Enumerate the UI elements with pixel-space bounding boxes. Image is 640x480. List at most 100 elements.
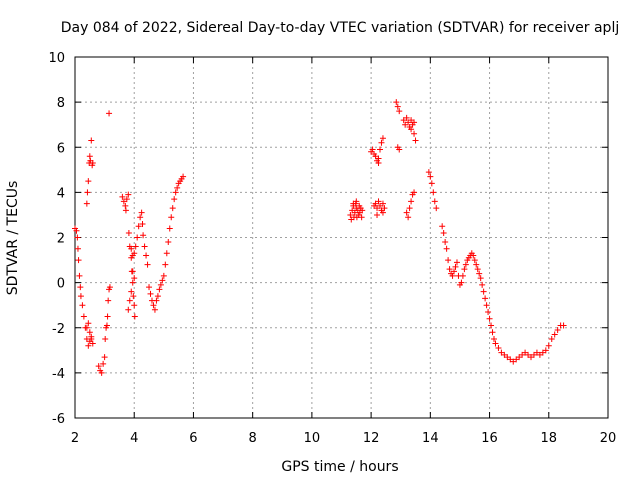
data-point xyxy=(140,232,147,239)
data-point xyxy=(171,196,178,203)
data-point xyxy=(379,135,386,142)
data-point xyxy=(122,202,129,209)
data-point xyxy=(163,250,170,257)
data-point xyxy=(393,99,400,106)
data-point xyxy=(88,333,95,340)
y-tick-label: -2 xyxy=(52,322,65,337)
data-point xyxy=(411,130,418,137)
data-point xyxy=(77,293,84,300)
y-tick-label: 4 xyxy=(57,186,65,201)
data-point xyxy=(119,193,126,200)
data-point xyxy=(403,114,410,121)
data-point xyxy=(433,205,440,212)
data-point xyxy=(89,160,96,167)
data-point xyxy=(449,272,456,279)
x-tick-label: 14 xyxy=(422,431,439,446)
data-point xyxy=(83,200,90,207)
data-point xyxy=(495,345,502,352)
data-point xyxy=(376,146,383,153)
data-point xyxy=(412,137,419,144)
data-point xyxy=(485,308,492,315)
data-point xyxy=(379,209,386,216)
data-point xyxy=(451,268,458,275)
data-point xyxy=(125,191,132,198)
data-point xyxy=(95,363,102,370)
data-point xyxy=(88,137,95,144)
data-point xyxy=(106,110,113,117)
data-point xyxy=(154,293,161,300)
data-point xyxy=(406,205,413,212)
data-point xyxy=(137,214,144,221)
data-point xyxy=(86,153,93,160)
data-point xyxy=(103,322,110,329)
data-point xyxy=(471,257,478,264)
data-point xyxy=(408,126,415,133)
data-point xyxy=(486,315,493,322)
data-point xyxy=(101,354,108,361)
data-point xyxy=(80,313,87,320)
data-point xyxy=(411,189,418,196)
data-point xyxy=(375,160,382,167)
data-point xyxy=(379,200,386,207)
data-point xyxy=(476,270,483,277)
data-point xyxy=(141,243,148,250)
data-point xyxy=(123,196,130,203)
data-point xyxy=(374,211,381,218)
data-point xyxy=(172,189,179,196)
data-point xyxy=(106,284,113,291)
data-point xyxy=(425,169,432,176)
data-point xyxy=(488,322,495,329)
data-point xyxy=(458,279,465,286)
data-point xyxy=(131,302,138,309)
data-point xyxy=(180,173,187,180)
data-point xyxy=(159,277,166,284)
data-point xyxy=(350,200,357,207)
data-point xyxy=(440,229,447,236)
data-point xyxy=(174,184,181,191)
data-point xyxy=(134,234,141,241)
data-point xyxy=(394,103,401,110)
data-point xyxy=(138,209,145,216)
data-point xyxy=(131,313,138,320)
data-point xyxy=(130,293,137,300)
data-point xyxy=(443,245,450,252)
data-point xyxy=(411,119,418,126)
data-point xyxy=(492,340,499,347)
data-point xyxy=(462,261,469,268)
y-tick-label: -4 xyxy=(52,367,65,382)
data-point xyxy=(381,205,388,212)
axis-ticks: 2 4 6 8 10 12 14 16 18 20 -6 -4 -2 0 2 4 6 8 10 xyxy=(48,51,616,446)
grid xyxy=(75,57,608,418)
data-point xyxy=(132,243,139,250)
data-point xyxy=(473,261,480,268)
data-point xyxy=(452,263,459,270)
data-point xyxy=(125,229,132,236)
data-point xyxy=(474,266,481,273)
data-point xyxy=(160,272,167,279)
data-point xyxy=(453,259,460,266)
data-point xyxy=(430,189,437,196)
data-point xyxy=(551,331,558,338)
data-point xyxy=(157,281,164,288)
data-point xyxy=(369,146,376,153)
data-point xyxy=(104,313,111,320)
data-point xyxy=(156,286,163,293)
x-tick-label: 2 xyxy=(71,431,79,446)
y-tick-label: 10 xyxy=(48,51,65,66)
data-point xyxy=(147,290,154,297)
data-point xyxy=(165,239,172,246)
data-point xyxy=(128,245,135,252)
data-point xyxy=(483,302,490,309)
data-point xyxy=(85,320,92,327)
x-tick-label: 12 xyxy=(363,431,380,446)
data-point xyxy=(548,336,555,343)
data-point xyxy=(98,369,105,376)
data-point xyxy=(143,252,150,259)
data-point xyxy=(479,281,486,288)
data-point xyxy=(125,306,132,313)
data-point xyxy=(396,108,403,115)
data-point xyxy=(403,209,410,216)
data-point xyxy=(545,342,552,349)
data-point xyxy=(100,360,107,367)
